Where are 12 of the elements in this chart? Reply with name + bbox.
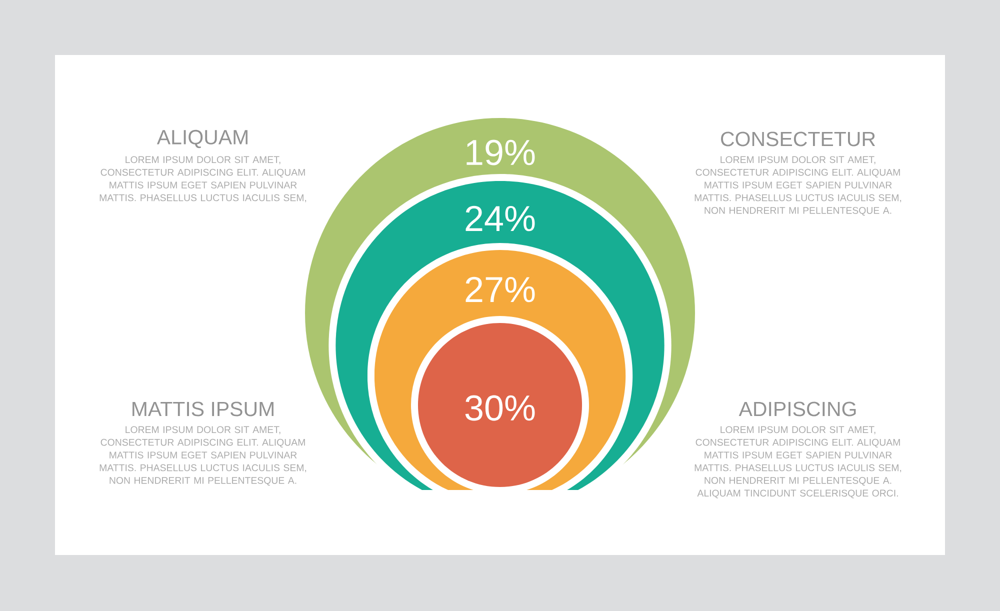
text: LOREM IPSUM DOLOR SIT AMET, CONSECTETUR ADIPISCING ELIT. ALIQUAM MATTIS IPSUM EGET SAPIEN PULVINAR MATTIS. PHASELLUS LUCTUS IACULIS SEM, NON HENDRERIT MI PELLENTESQUE A. ALIQUAM TINCIDUNT SCELERISQUE ORCI. [694, 426, 902, 498]
text: ALIQUAM [156, 130, 248, 148]
text: ADIPISCING [738, 402, 856, 416]
data-label: 27% [466, 276, 535, 302]
data-label: 19% [466, 140, 535, 166]
text: MATTIS IPSUM [132, 402, 274, 416]
data-label: 24% [466, 206, 535, 232]
text: CONSECTETUR [721, 132, 876, 146]
text: LOREM IPSUM DOLOR SIT AMET, CONSECTETUR ADIPISCING ELIT. ALIQUAM MATTIS IPSUM EGET SAPIEN PULVINAR MATTIS. PHASELLUS LUCTUS IACULIS SEM, [100, 156, 306, 202]
text: LOREM IPSUM DOLOR SIT AMET, CONSECTETUR ADIPISCING ELIT. ALIQUAM MATTIS IPSUM EGET SAPIEN PULVINAR MATTIS. PHASELLUS LUCTUS IACULIS SEM, NON HENDRERIT MI PELLENTESQUE A. [100, 426, 306, 486]
data-label: 30% [465, 395, 535, 421]
text: LOREM IPSUM DOLOR SIT AMET, CONSECTETUR ADIPISCING ELIT. ALIQUAM MATTIS IPSUM EGET SAPIEN PULVINAR MATTIS. PHASELLUS LUCTUS IACULIS SEM, NON HENDRERIT MI PELLENTESQUE A. [694, 156, 902, 216]
